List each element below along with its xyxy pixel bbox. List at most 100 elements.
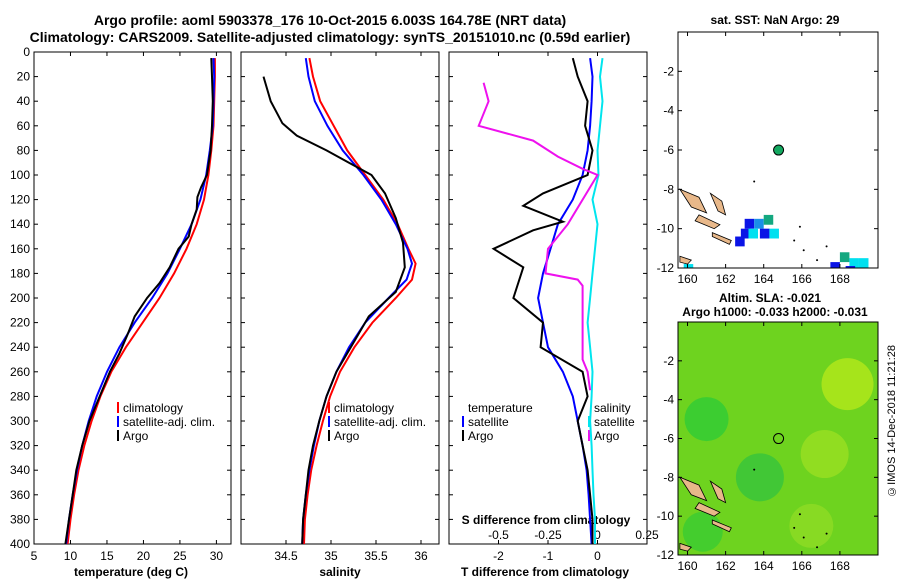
legend-label-satellite: satellite-adj. clim. <box>334 415 426 429</box>
land-mass <box>678 188 708 214</box>
x-tick-label: 35 <box>324 549 338 563</box>
sst-data-cell <box>858 258 869 268</box>
y-tick-label: 140 <box>10 217 30 231</box>
x-tick-label: 164 <box>754 559 774 573</box>
imos-credit: ©IMOS 14-Dec-2018 11:21:28 <box>886 345 898 497</box>
y-tick-label: -4 <box>663 104 674 118</box>
x-tick-label: 20 <box>137 549 151 563</box>
series-line-satellite-adj-clim- <box>301 57 414 544</box>
y-tick-label: -10 <box>657 509 675 523</box>
y-tick-label: 120 <box>10 193 30 207</box>
y-tick-label: 160 <box>10 242 30 256</box>
x-tick-label: 166 <box>792 559 812 573</box>
salinity-frame <box>240 51 440 545</box>
land-mass <box>694 502 721 517</box>
sla-map-subtitle: Argo h1000: -0.033 h2000: -0.031 <box>682 305 868 319</box>
legend-label-t-satellite: satellite <box>468 415 509 429</box>
small-island <box>793 239 796 242</box>
sla-anomaly-patch <box>735 453 784 502</box>
legend-label-climatology: climatology <box>334 401 394 415</box>
x-tick-label: 5 <box>31 549 38 563</box>
temperature-legend: climatology satellite-adj. clim. Argo <box>117 401 215 443</box>
x-tick-label: 160 <box>678 272 698 286</box>
y-tick-label: 0 <box>23 45 30 59</box>
x-tick-label: 36 <box>414 549 428 563</box>
title-line-1: Argo profile: aoml 5903378_176 10-Oct-20… <box>93 12 567 28</box>
legend-label-climatology: climatology <box>123 401 183 415</box>
difference-legend: temperature salinity satellite Argo sate… <box>462 401 635 443</box>
small-island <box>802 536 805 539</box>
x-tick-label: 160 <box>678 559 698 573</box>
sst-data-cell <box>683 264 694 268</box>
sla-anomaly-patch <box>821 358 874 411</box>
y-tick-label: 320 <box>10 439 30 453</box>
temperature-x-label: temperature (deg C) <box>74 565 188 579</box>
land-mass <box>711 232 732 245</box>
x-tick-label: 168 <box>830 272 850 286</box>
sst-data-cell <box>769 228 779 239</box>
legend-label-s-argo: Argo <box>594 429 620 443</box>
salinity-x-label: salinity <box>319 565 361 579</box>
difference-top-x-label: S difference from climatology <box>462 513 631 527</box>
y-tick-label: 40 <box>17 94 31 108</box>
land-mass <box>711 519 732 533</box>
series-line-salinity-argo <box>477 82 599 391</box>
y-tick-label: 20 <box>17 70 31 84</box>
land-mass <box>709 480 727 504</box>
legend-label-s-satellite: satellite <box>594 415 635 429</box>
y-tick-label: 340 <box>10 463 30 477</box>
sst-data-cell <box>839 252 850 263</box>
x-tick-label: 0 <box>594 549 601 563</box>
small-island <box>816 546 819 549</box>
legend-title-temperature: temperature <box>468 401 533 415</box>
sst-data-cell <box>763 214 774 225</box>
x-tick-label: 15 <box>100 549 114 563</box>
argo-position-marker <box>773 433 785 445</box>
top-x-tick-label: -0.25 <box>534 528 562 542</box>
y-tick-label: 180 <box>10 266 30 280</box>
sla-anomaly-patch <box>684 397 729 442</box>
y-tick-label: 100 <box>10 168 30 182</box>
salinity-panel: 34.5 35 35.5 36 <box>240 51 440 563</box>
y-tick-label: -8 <box>663 470 674 484</box>
x-tick-label: 25 <box>173 549 187 563</box>
sst-data-cell <box>744 218 755 229</box>
series-line-temperature-satellite <box>537 57 594 544</box>
sla-map-title: Altim. SLA: -0.021 <box>719 291 821 305</box>
y-tick-label: -12 <box>657 548 675 562</box>
small-island <box>825 245 828 248</box>
legend-label-satellite: satellite-adj. clim. <box>123 415 215 429</box>
y-tick-label: -6 <box>663 143 674 157</box>
y-tick-label: 400 <box>10 537 30 551</box>
land-mass <box>694 214 721 230</box>
y-tick-label: -8 <box>663 182 674 196</box>
small-island <box>793 526 796 529</box>
y-tick-label: 280 <box>10 389 30 403</box>
title-line-2: Climatology: CARS2009. Satellite-adjuste… <box>29 29 631 45</box>
series-line-climatology <box>66 58 216 544</box>
sst-data-cell <box>830 262 840 268</box>
land-mass <box>678 476 708 502</box>
small-island <box>816 259 819 262</box>
sst_map-panel: 160 162 164 166 168 -2 -4 -6 -8 -10 -12 <box>657 31 879 286</box>
legend-label-argo: Argo <box>123 429 149 443</box>
salinity-legend: climatology satellite-adj. clim. Argo <box>328 401 426 443</box>
y-tick-label: 360 <box>10 488 30 502</box>
y-tick-label: -12 <box>657 261 675 275</box>
top-x-tick-label: -0.5 <box>488 528 509 542</box>
x-tick-label: 30 <box>210 549 224 563</box>
series-line-argo <box>64 58 214 544</box>
y-tick-label: 200 <box>10 291 30 305</box>
y-tick-label: 220 <box>10 316 30 330</box>
sst-data-cell <box>754 218 764 229</box>
difference-x-label: T difference from climatology <box>461 565 629 579</box>
small-island <box>802 249 805 252</box>
land-mass <box>709 192 727 216</box>
x-tick-label: 34.5 <box>274 549 298 563</box>
x-tick-label: -1 <box>543 549 554 563</box>
series-line-salinity-satellite <box>586 57 604 544</box>
sla-anomaly-patch <box>800 430 849 479</box>
series-line-argo <box>262 76 406 544</box>
small-island <box>825 532 828 535</box>
y-tick-label: 240 <box>10 340 30 354</box>
